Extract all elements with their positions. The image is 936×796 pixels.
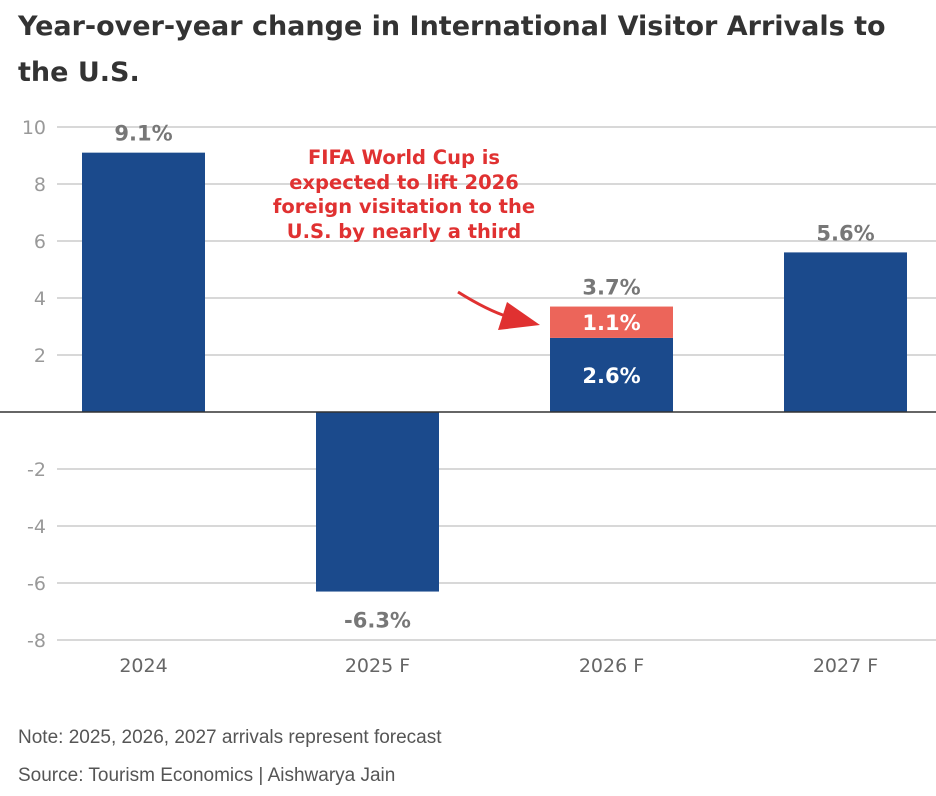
x-tick-label: 2024 [119, 655, 167, 677]
bar-world-cup-lift [550, 306, 673, 338]
segment-label: 2.6% [582, 364, 640, 388]
y-tick-label: -2 [27, 459, 46, 481]
bar-base [550, 337, 673, 412]
x-tick-label: 2027 F [813, 655, 878, 677]
total-label: 3.7% [582, 276, 640, 300]
source-text: Source: Tourism Economics | Aishwarya Ja… [18, 765, 396, 786]
y-tick-label: 10 [22, 117, 46, 139]
y-tick-label: -8 [27, 630, 46, 652]
arrowhead-icon [498, 302, 540, 330]
y-tick-label: 2 [34, 345, 46, 367]
note-text: Note: 2025, 2026, 2027 arrivals represen… [18, 727, 442, 748]
y-tick-label: 4 [34, 288, 46, 310]
y-tick-label: -4 [27, 516, 46, 538]
y-tick-label: 6 [34, 231, 46, 253]
annotation-text: FIFA World Cup is expected to lift 2026 … [272, 146, 536, 243]
bar-base [82, 152, 205, 412]
total-label: -6.3% [344, 609, 411, 633]
total-label: 5.6% [816, 221, 874, 245]
total-label: 9.1% [114, 122, 172, 146]
y-tick-label: 8 [34, 174, 46, 196]
x-tick-label: 2026 F [579, 655, 644, 677]
bar-base [784, 252, 907, 412]
chart-title: Year-over-year change in International V… [18, 11, 886, 88]
x-tick-label: 2025 F [345, 655, 410, 677]
segment-label: 1.1% [582, 311, 640, 335]
bar-base [316, 412, 439, 592]
y-tick-label: -6 [27, 573, 46, 595]
